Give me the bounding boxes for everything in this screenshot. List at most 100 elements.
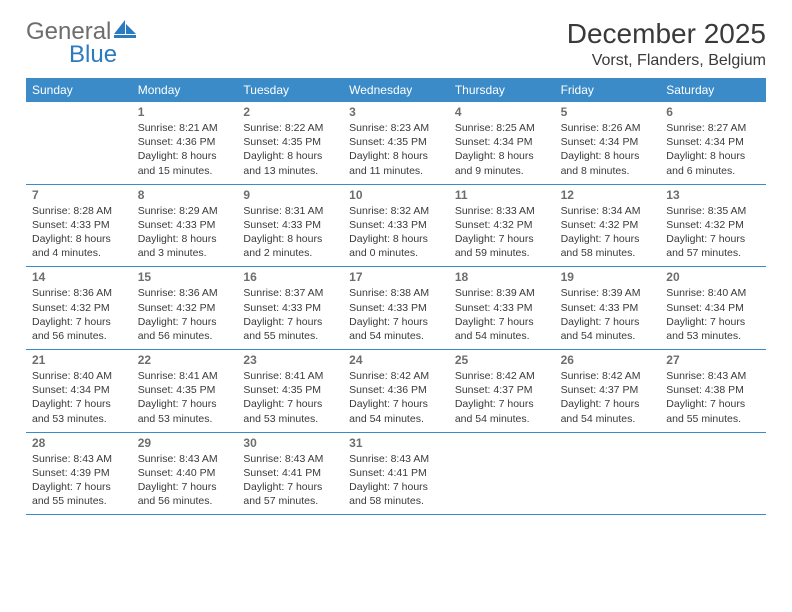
day-info-line: Sunrise: 8:43 AM (349, 452, 443, 466)
day-info-line: Sunset: 4:33 PM (349, 301, 443, 315)
week-row: 7Sunrise: 8:28 AMSunset: 4:33 PMDaylight… (26, 185, 766, 268)
day-info-line: Daylight: 8 hours (243, 149, 337, 163)
day-info-line: Sunrise: 8:41 AM (138, 369, 232, 383)
logo-text-blue: Blue (69, 41, 117, 69)
day-info-line: Daylight: 8 hours (243, 232, 337, 246)
day-cell: 31Sunrise: 8:43 AMSunset: 4:41 PMDayligh… (343, 433, 449, 515)
week-row: 21Sunrise: 8:40 AMSunset: 4:34 PMDayligh… (26, 350, 766, 433)
day-info-line: Sunrise: 8:42 AM (455, 369, 549, 383)
day-info-line: Sunset: 4:32 PM (32, 301, 126, 315)
day-info-line: Sunset: 4:32 PM (561, 218, 655, 232)
day-info-line: Sunset: 4:34 PM (32, 383, 126, 397)
day-cell: 8Sunrise: 8:29 AMSunset: 4:33 PMDaylight… (132, 185, 238, 267)
day-header-cell: Sunday (26, 78, 132, 102)
day-info-line: Daylight: 7 hours (138, 315, 232, 329)
day-cell: 1Sunrise: 8:21 AMSunset: 4:36 PMDaylight… (132, 102, 238, 184)
day-info-line: Daylight: 7 hours (666, 232, 760, 246)
day-header-cell: Friday (555, 78, 661, 102)
day-cell: 3Sunrise: 8:23 AMSunset: 4:35 PMDaylight… (343, 102, 449, 184)
week-row: 1Sunrise: 8:21 AMSunset: 4:36 PMDaylight… (26, 102, 766, 185)
day-number: 31 (349, 436, 443, 450)
day-info-line: Sunset: 4:34 PM (561, 135, 655, 149)
day-info-line: Daylight: 7 hours (455, 232, 549, 246)
day-info-line: Sunrise: 8:37 AM (243, 286, 337, 300)
day-header-cell: Thursday (449, 78, 555, 102)
day-cell (660, 433, 766, 515)
day-number: 15 (138, 270, 232, 284)
day-info-line: Sunrise: 8:32 AM (349, 204, 443, 218)
day-cell: 5Sunrise: 8:26 AMSunset: 4:34 PMDaylight… (555, 102, 661, 184)
day-cell: 23Sunrise: 8:41 AMSunset: 4:35 PMDayligh… (237, 350, 343, 432)
day-info-line: Sunrise: 8:43 AM (32, 452, 126, 466)
day-info-line: and 54 minutes. (455, 412, 549, 426)
day-number: 17 (349, 270, 443, 284)
day-number: 2 (243, 105, 337, 119)
day-info-line: Sunrise: 8:43 AM (138, 452, 232, 466)
day-number: 12 (561, 188, 655, 202)
day-info-line: Sunrise: 8:38 AM (349, 286, 443, 300)
day-info-line: Sunrise: 8:43 AM (243, 452, 337, 466)
title-block: December 2025 Vorst, Flanders, Belgium (567, 18, 766, 70)
day-cell: 17Sunrise: 8:38 AMSunset: 4:33 PMDayligh… (343, 267, 449, 349)
day-info-line: and 58 minutes. (561, 246, 655, 260)
day-number: 4 (455, 105, 549, 119)
day-cell: 30Sunrise: 8:43 AMSunset: 4:41 PMDayligh… (237, 433, 343, 515)
day-info-line: Sunset: 4:37 PM (455, 383, 549, 397)
day-info-line: and 56 minutes. (138, 329, 232, 343)
day-cell (26, 102, 132, 184)
day-number: 14 (32, 270, 126, 284)
day-info-line: and 9 minutes. (455, 164, 549, 178)
day-info-line: Sunset: 4:36 PM (349, 383, 443, 397)
day-info-line: Sunset: 4:35 PM (243, 135, 337, 149)
day-info-line: Sunrise: 8:36 AM (138, 286, 232, 300)
day-info-line: Sunrise: 8:43 AM (666, 369, 760, 383)
day-info-line: Daylight: 8 hours (349, 232, 443, 246)
day-info-line: Daylight: 7 hours (243, 480, 337, 494)
day-cell: 12Sunrise: 8:34 AMSunset: 4:32 PMDayligh… (555, 185, 661, 267)
day-info-line: Daylight: 8 hours (138, 149, 232, 163)
day-cell: 27Sunrise: 8:43 AMSunset: 4:38 PMDayligh… (660, 350, 766, 432)
day-info-line: and 3 minutes. (138, 246, 232, 260)
day-info-line: Daylight: 8 hours (455, 149, 549, 163)
calendar: SundayMondayTuesdayWednesdayThursdayFrid… (0, 78, 792, 515)
day-cell: 26Sunrise: 8:42 AMSunset: 4:37 PMDayligh… (555, 350, 661, 432)
day-info-line: and 8 minutes. (561, 164, 655, 178)
day-cell: 28Sunrise: 8:43 AMSunset: 4:39 PMDayligh… (26, 433, 132, 515)
day-number: 16 (243, 270, 337, 284)
day-info-line: Daylight: 7 hours (561, 397, 655, 411)
day-info-line: Sunset: 4:34 PM (455, 135, 549, 149)
day-info-line: and 57 minutes. (666, 246, 760, 260)
day-cell: 16Sunrise: 8:37 AMSunset: 4:33 PMDayligh… (237, 267, 343, 349)
day-info-line: Sunrise: 8:39 AM (455, 286, 549, 300)
day-number: 18 (455, 270, 549, 284)
day-info-line: Daylight: 7 hours (561, 315, 655, 329)
day-info-line: Daylight: 8 hours (138, 232, 232, 246)
day-cell: 15Sunrise: 8:36 AMSunset: 4:32 PMDayligh… (132, 267, 238, 349)
day-info-line: and 58 minutes. (349, 494, 443, 508)
day-info-line: and 0 minutes. (349, 246, 443, 260)
day-info-line: Sunrise: 8:29 AM (138, 204, 232, 218)
day-info-line: and 55 minutes. (666, 412, 760, 426)
day-info-line: Sunset: 4:40 PM (138, 466, 232, 480)
month-title: December 2025 (567, 18, 766, 50)
day-number: 22 (138, 353, 232, 367)
day-cell: 2Sunrise: 8:22 AMSunset: 4:35 PMDaylight… (237, 102, 343, 184)
day-number: 26 (561, 353, 655, 367)
day-info-line: Daylight: 7 hours (561, 232, 655, 246)
day-cell: 18Sunrise: 8:39 AMSunset: 4:33 PMDayligh… (449, 267, 555, 349)
day-info-line: Daylight: 7 hours (138, 480, 232, 494)
day-info-line: Sunrise: 8:42 AM (561, 369, 655, 383)
day-cell: 20Sunrise: 8:40 AMSunset: 4:34 PMDayligh… (660, 267, 766, 349)
day-info-line: Sunset: 4:33 PM (138, 218, 232, 232)
day-cell: 11Sunrise: 8:33 AMSunset: 4:32 PMDayligh… (449, 185, 555, 267)
day-info-line: Sunrise: 8:23 AM (349, 121, 443, 135)
day-info-line: Daylight: 7 hours (455, 315, 549, 329)
day-info-line: Sunset: 4:35 PM (138, 383, 232, 397)
day-info-line: and 56 minutes. (138, 494, 232, 508)
day-cell: 29Sunrise: 8:43 AMSunset: 4:40 PMDayligh… (132, 433, 238, 515)
day-info-line: Sunrise: 8:26 AM (561, 121, 655, 135)
day-header-cell: Saturday (660, 78, 766, 102)
day-number: 21 (32, 353, 126, 367)
day-info-line: and 53 minutes. (138, 412, 232, 426)
day-number: 5 (561, 105, 655, 119)
